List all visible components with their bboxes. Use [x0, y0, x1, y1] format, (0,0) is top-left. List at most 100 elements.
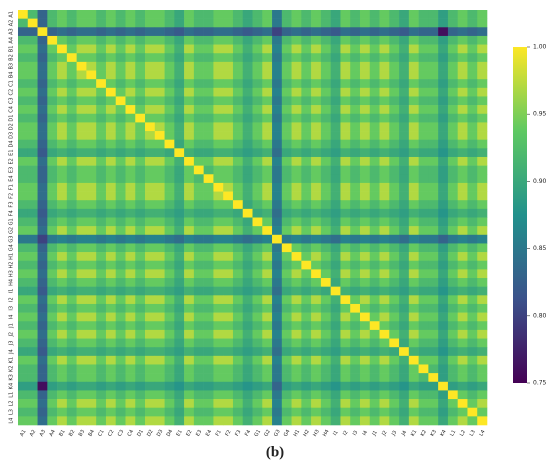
- heatmap-cell: [213, 131, 224, 140]
- heatmap-cell: [232, 10, 244, 19]
- heatmap-cell: [350, 113, 361, 123]
- heatmap-cell: [399, 355, 410, 365]
- heatmap-cell: [389, 105, 400, 115]
- heatmap-cell: [86, 399, 97, 409]
- heatmap-cell: [18, 44, 29, 54]
- heatmap-cell: [281, 122, 292, 132]
- heatmap-cell: [213, 165, 224, 175]
- heatmap-cell: [193, 373, 204, 383]
- heatmap-cell: [457, 122, 468, 132]
- heatmap-cell: [86, 174, 97, 184]
- heatmap-cell: [115, 364, 126, 374]
- heatmap-cell: [232, 200, 244, 210]
- y-tick-label: A1: [9, 11, 15, 18]
- heatmap-cell: [105, 295, 117, 305]
- heatmap-cell: [232, 131, 244, 140]
- heatmap-cell: [457, 373, 468, 383]
- heatmap-cell: [105, 148, 117, 158]
- heatmap-cell: [379, 303, 390, 313]
- heatmap-cell: [340, 226, 351, 236]
- heatmap-cell: [330, 269, 341, 279]
- heatmap-cell: [174, 399, 185, 409]
- heatmap-cell: [184, 312, 195, 322]
- heatmap-cell: [164, 226, 175, 236]
- heatmap-cell: [18, 303, 29, 313]
- heatmap-cell: [193, 312, 204, 322]
- heatmap-cell: [320, 243, 331, 253]
- heatmap-cell: [174, 113, 185, 123]
- heatmap-cell: [467, 105, 478, 115]
- heatmap-cell: [379, 79, 390, 89]
- heatmap-cell: [242, 260, 253, 270]
- heatmap-cell: [399, 87, 410, 97]
- heatmap-cell: [399, 96, 410, 106]
- heatmap-cell: [193, 200, 204, 210]
- heatmap-cell: [311, 364, 322, 374]
- heatmap-cell: [37, 139, 48, 149]
- heatmap-cell: [369, 381, 380, 391]
- heatmap-cell: [301, 303, 312, 313]
- heatmap-cell: [86, 338, 97, 348]
- heatmap-cell: [164, 87, 175, 97]
- heatmap-cell: [27, 96, 38, 106]
- heatmap-cell: [27, 373, 38, 383]
- heatmap-cell: [27, 217, 38, 227]
- heatmap-cell: [27, 87, 38, 97]
- heatmap-cell: [37, 156, 48, 166]
- heatmap-cell: [164, 61, 175, 71]
- heatmap-cell: [301, 329, 312, 339]
- heatmap-cell: [213, 217, 224, 227]
- heatmap-cell: [37, 174, 48, 184]
- heatmap-cell: [467, 407, 478, 417]
- heatmap-cell: [447, 148, 458, 158]
- heatmap-cell: [184, 87, 195, 97]
- heatmap-cell: [66, 286, 77, 296]
- heatmap-cell: [184, 329, 195, 339]
- heatmap-cell: [467, 347, 478, 357]
- heatmap-cell: [457, 191, 468, 201]
- heatmap-cell: [447, 191, 458, 201]
- heatmap-cell: [350, 70, 361, 80]
- heatmap-cell: [96, 303, 107, 313]
- heatmap-cell: [281, 303, 292, 313]
- heatmap-cell: [232, 87, 244, 97]
- heatmap-cell: [359, 416, 371, 426]
- heatmap-cell: [350, 200, 361, 210]
- heatmap-cell: [408, 399, 419, 409]
- heatmap-cell: [174, 18, 185, 28]
- heatmap-cell: [252, 286, 263, 296]
- heatmap-cell: [457, 390, 468, 400]
- heatmap-cell: [379, 286, 390, 296]
- heatmap-cell: [115, 217, 126, 227]
- heatmap-cell: [76, 217, 87, 227]
- heatmap-cell: [27, 148, 38, 158]
- heatmap-cell: [18, 252, 29, 262]
- heatmap-cell: [447, 260, 458, 270]
- heatmap-cell: [203, 390, 214, 400]
- heatmap-cell: [232, 381, 244, 391]
- heatmap-cell: [272, 61, 283, 71]
- heatmap-cell: [174, 286, 185, 296]
- x-tick-label: H4: [322, 429, 331, 438]
- heatmap-cell: [57, 390, 68, 400]
- heatmap-cell: [320, 260, 331, 270]
- heatmap-cell: [203, 156, 214, 166]
- heatmap-cell: [174, 243, 185, 253]
- heatmap-cell: [18, 191, 29, 201]
- heatmap-cell: [76, 373, 87, 383]
- x-tick-label: B2: [68, 429, 77, 438]
- heatmap-cell: [477, 131, 488, 140]
- heatmap-cell: [418, 407, 429, 417]
- heatmap-cell: [281, 27, 292, 37]
- heatmap-cell: [447, 70, 458, 80]
- heatmap-cell: [379, 208, 390, 218]
- heatmap-cell: [96, 174, 107, 184]
- heatmap-cell: [213, 364, 224, 374]
- heatmap-cell: [438, 131, 449, 140]
- colorbar-tick-label: 1.00: [533, 44, 547, 51]
- heatmap-cell: [37, 269, 48, 279]
- heatmap-cell: [18, 329, 29, 339]
- heatmap-cell: [232, 18, 244, 28]
- heatmap-cell: [105, 226, 117, 236]
- heatmap-cell: [135, 200, 146, 210]
